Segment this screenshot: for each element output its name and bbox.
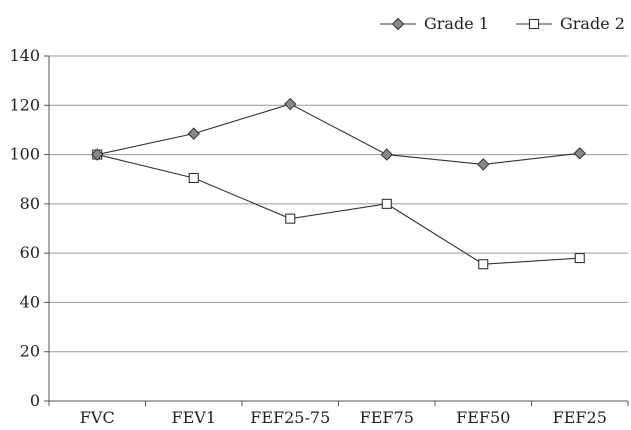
legend-marker <box>528 18 540 30</box>
legend: Grade 1 Grade 2 <box>380 14 625 33</box>
data-point <box>188 172 199 184</box>
series-2 <box>92 149 585 270</box>
data-point <box>285 213 296 224</box>
x-tick-label: FEV1 <box>171 408 216 427</box>
data-point <box>478 259 489 270</box>
y-tick-label: 0 <box>30 391 40 410</box>
data-point <box>573 147 586 160</box>
y-tick-label: 60 <box>20 243 40 262</box>
x-tick-labels: FVC FEV1 FEF25-75 FEF75 FEF50 FEF25 <box>80 408 607 427</box>
y-tick-label: 80 <box>20 194 40 213</box>
x-tick-label: FEF25-75 <box>250 408 330 427</box>
data-point <box>187 127 200 140</box>
series-line-2 <box>97 154 580 265</box>
y-tick-label: 140 <box>9 46 40 65</box>
legend-item-1: Grade 1 <box>380 14 489 33</box>
legend-item-2: Grade 2 <box>516 14 625 33</box>
data-point <box>574 253 585 264</box>
y-tick-label: 20 <box>20 342 40 361</box>
data-point <box>381 198 392 209</box>
data-point <box>284 97 297 111</box>
grid <box>49 55 628 353</box>
data-point <box>380 148 393 161</box>
legend-label: Grade 1 <box>424 14 489 33</box>
x-tick-label: FEF50 <box>456 408 510 427</box>
x-tick-label: FVC <box>80 408 115 427</box>
y-tick-label: 100 <box>9 145 40 164</box>
series-line-1 <box>97 103 580 165</box>
axes <box>44 55 629 406</box>
legend-marker <box>391 17 405 31</box>
x-tick-label: FEF75 <box>360 408 414 427</box>
y-tick-label: 120 <box>9 95 40 114</box>
series-1 <box>91 97 586 171</box>
data-point <box>477 158 490 171</box>
y-tick-labels: 0 20 40 60 80 100 120 140 <box>9 46 40 410</box>
data-point <box>91 148 104 161</box>
legend-label: Grade 2 <box>560 14 625 33</box>
y-tick-label: 40 <box>20 292 40 311</box>
series <box>91 97 586 270</box>
x-tick-label: FEF25 <box>553 408 607 427</box>
